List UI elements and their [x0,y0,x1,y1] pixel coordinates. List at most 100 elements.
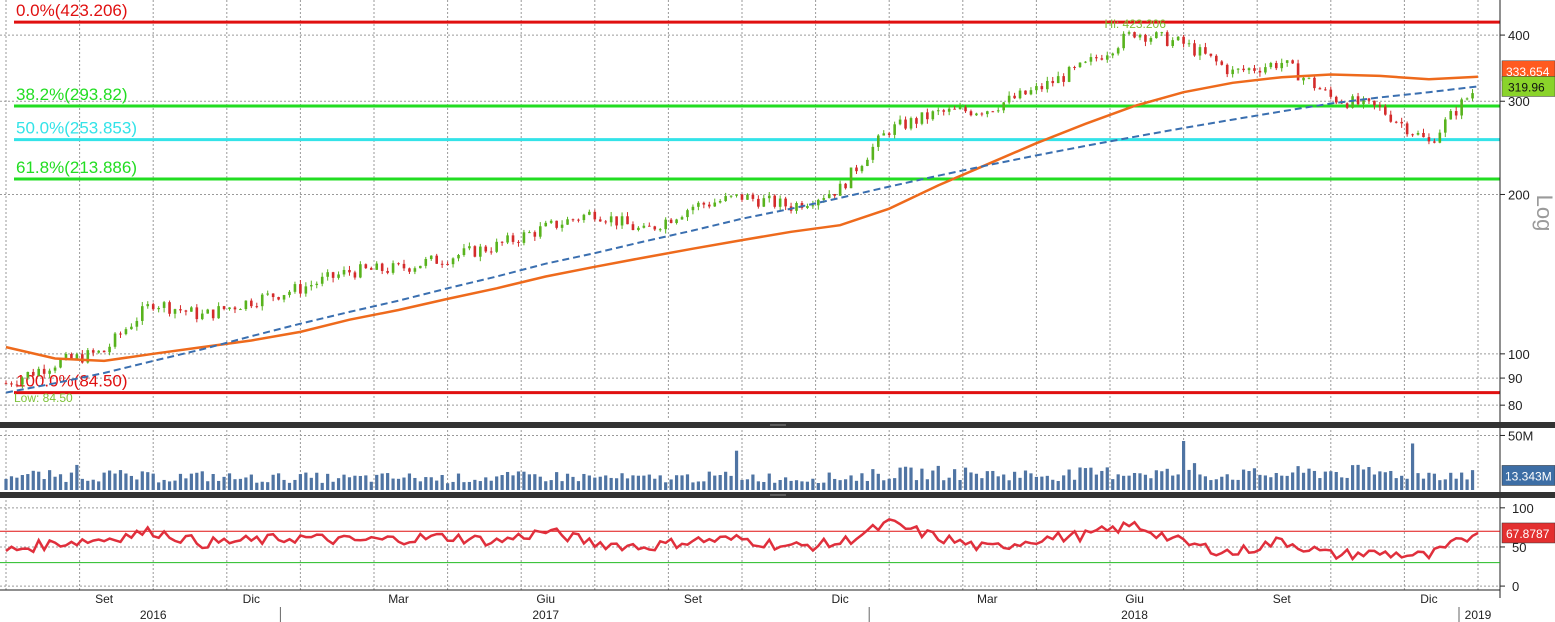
candle-body [1422,132,1425,138]
panel-separators[interactable] [0,422,1555,498]
volume-bar [544,481,548,490]
volume-bar [97,481,101,490]
candle-body [1433,141,1436,143]
volume-bar [1034,476,1038,490]
high-annotation: Hi: 423.206 [1105,17,1167,31]
candle-body [446,263,449,265]
volume-bar [1051,479,1055,490]
candle-body [778,198,782,207]
volume-bar [200,471,204,490]
volume-bar [489,480,493,490]
candle-body [266,293,269,295]
volume-bar [713,475,717,490]
volume-bar [822,482,826,490]
volume-bar [1111,479,1115,490]
candle-body [991,111,995,113]
volume-bar [702,481,706,490]
volume-bar [478,481,482,490]
trend-line [5,85,1479,394]
volume-bar [255,482,259,490]
candle-body [1384,106,1387,115]
volume-bar [1220,476,1224,490]
volume-bar [571,476,575,490]
volume-bar [833,478,837,490]
candle-body [746,194,749,200]
volume-bar [413,477,417,490]
volume-tick-label: 50M [1508,428,1533,443]
volume-bar [522,471,526,490]
candle-body [702,202,706,205]
volume-bar [1258,474,1262,490]
volume-bar [15,477,19,490]
candle-body [419,265,422,269]
candle-body [1405,123,1409,135]
candle-body [909,118,913,129]
volume-bar [980,478,984,490]
volume-bar [854,480,859,490]
volume-bar [462,482,466,490]
volume-last-value-tag: 13.343M [1505,469,1552,483]
volume-bar [1421,478,1426,490]
candle-body [735,194,738,196]
candle-body [402,263,406,269]
volume-bar [456,473,461,490]
candle-body [124,329,128,335]
volume-bar [1029,473,1033,490]
candle-body [1056,76,1060,84]
candle-body [528,232,531,234]
candle-body [1313,77,1316,89]
x-axis: Set Dic Mar Giu Set Dic Mar Giu Set Dic 2016 2017 20… [0,589,1500,622]
candle-body [97,350,100,353]
candle-body [844,183,847,189]
candle-body [10,383,13,385]
volume-bar [718,475,722,490]
volume-bar [249,474,253,490]
volume-bar [86,480,90,490]
candlesticks [4,30,1474,389]
price-last-value-tag: 319.96 [1508,80,1545,94]
x-month-label: Dic [243,592,260,606]
candle-body [822,198,826,200]
candle-body [893,124,896,135]
candle-body [549,220,553,223]
candle-body [675,219,678,224]
volume-bar [843,479,848,490]
volume-bar [217,480,221,490]
volume-bar [1143,474,1148,490]
volume-bar [435,480,439,490]
candle-body [637,227,640,231]
candle-body [953,108,956,110]
candle-body [1247,68,1251,71]
volume-bar [484,477,488,490]
volume-bar [1165,468,1169,490]
volume-bar [1122,475,1126,490]
candle-body [293,284,297,292]
candle-body [838,183,842,196]
volume-bar [1094,474,1098,490]
volume-bar [375,474,379,490]
x-month-label: Set [95,592,114,606]
volume-bar [1378,471,1382,490]
candle-body [1416,132,1420,135]
candle-body [533,232,537,237]
volume-bar [1323,471,1327,490]
candle-body [21,377,24,385]
candle-body [1318,88,1322,90]
volume-bar [1285,475,1289,490]
volume-bar [887,478,891,490]
volume-bar [625,478,630,490]
volume-bar [446,483,450,490]
volume-bar [691,482,695,490]
candle-body [1095,57,1098,59]
candle-body [222,306,226,310]
low-annotation: Low: 84.50 [14,391,73,405]
candle-body [811,205,815,207]
x-year-label: 2018 [1121,608,1148,622]
volume-bar [1252,468,1257,490]
candle-body [686,210,689,218]
price-tick-label: 80 [1508,398,1522,413]
candle-body [1471,93,1474,99]
candle-body [1040,86,1044,90]
volume-bar [1334,471,1338,490]
candle-body [130,326,133,330]
